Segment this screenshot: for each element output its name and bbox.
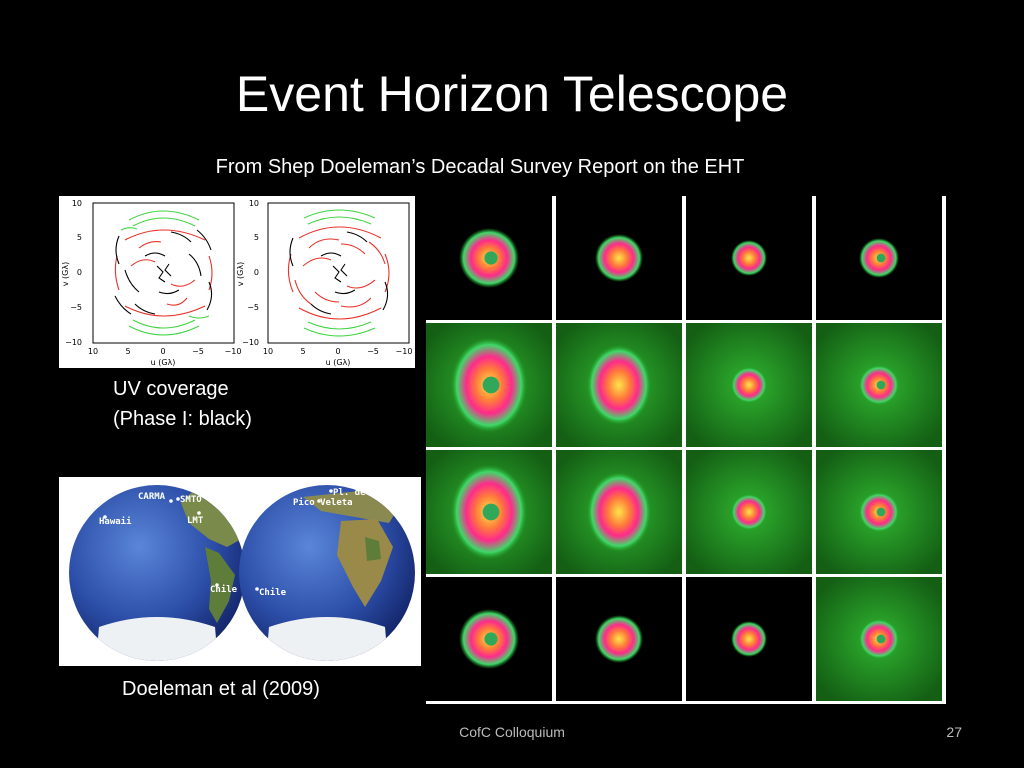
site-label-chile-east: Chile [259,587,287,598]
grid-cell-r4-c2 [556,577,682,701]
grid-cell-r2-c1 [426,323,552,447]
uv-left-xtick-1: 5 [125,347,130,356]
uv-left-ytick-3: −5 [70,303,82,312]
slide-subtitle: From Shep Doeleman’s Decadal Survey Repo… [215,156,745,178]
model-image-grid [426,196,946,704]
site-label-smto: SMTO [180,495,202,505]
footer-center: CofC Colloquium [459,724,565,740]
grid-cell-r1-c2 [556,196,682,320]
uv-plot-left-frame [92,202,235,344]
uv-caption-line2: (Phase I: black) [113,408,252,430]
uv-right-ytick-3: −5 [247,303,259,312]
site-label-chile-west: Chile [210,584,238,595]
uv-right-xlabel: u (Gλ) [326,358,351,367]
site-label-pico-veleta: Pico Veleta [293,497,353,508]
uv-right-ylabel: v (Gλ) [236,262,245,286]
grid-cell-r4-c3 [686,577,812,701]
grid-cell-r3-c4 [816,450,942,574]
grid-cell-r3-c1 [426,450,552,574]
uv-right-ytick-4: −10 [242,338,259,347]
grid-cell-r1-c3 [686,196,812,320]
uv-left-ytick-2: 0 [77,268,82,277]
grid-cell-r4-c1 [426,577,552,701]
grid-cell-r3-c2 [556,450,682,574]
uv-right-ytick-0: 10 [249,199,259,208]
uv-left-ytick-4: −10 [65,338,82,347]
uv-left-xtick-4: −10 [225,347,242,356]
grid-cell-r4-c4 [816,577,942,701]
uv-right-xtick-3: −5 [367,347,379,356]
uv-coverage-figure: 10 5 0 −5 −10 10 5 0 −5 −10 u (Gλ) v (Gλ… [59,196,415,368]
telescope-sites-map: CARMA SMTO Hawaii LMT Chile Pl. de Bure … [59,477,421,666]
grid-cell-r2-c2 [556,323,682,447]
slide-title: Event Horizon Telescope [235,66,789,122]
uv-caption-line1: UV coverage [113,378,229,400]
uv-right-xtick-1: 5 [300,347,305,356]
uv-left-xtick-0: 10 [88,347,98,356]
uv-right-xtick-0: 10 [263,347,273,356]
site-label-lmt: LMT [187,516,204,526]
uv-left-xtick-3: −5 [192,347,204,356]
uv-left-xtick-2: 0 [160,347,165,356]
uv-left-ytick-0: 10 [72,199,82,208]
grid-cell-r3-c3 [686,450,812,574]
grid-cell-r1-c4 [816,196,942,320]
globe-east [239,485,415,661]
uv-left-xlabel: u (Gλ) [151,358,176,367]
uv-right-xtick-4: −10 [396,347,413,356]
site-label-carma: CARMA [138,492,166,502]
uv-left-ytick-1: 5 [77,233,82,242]
map-caption: Doeleman et al (2009) [122,678,320,700]
uv-right-ytick-1: 5 [254,233,259,242]
uv-left-ylabel: v (Gλ) [61,262,70,286]
page-number: 27 [946,724,962,740]
grid-cell-r2-c4 [816,323,942,447]
uv-right-ytick-2: 0 [254,268,259,277]
site-label-hawaii: Hawaii [99,516,132,527]
site-label-plateau-de-bure: Pl. de Bure [333,488,393,498]
grid-cell-r2-c3 [686,323,812,447]
uv-right-xtick-2: 0 [335,347,340,356]
globe-west [69,485,245,661]
grid-cell-r1-c1 [426,196,552,320]
